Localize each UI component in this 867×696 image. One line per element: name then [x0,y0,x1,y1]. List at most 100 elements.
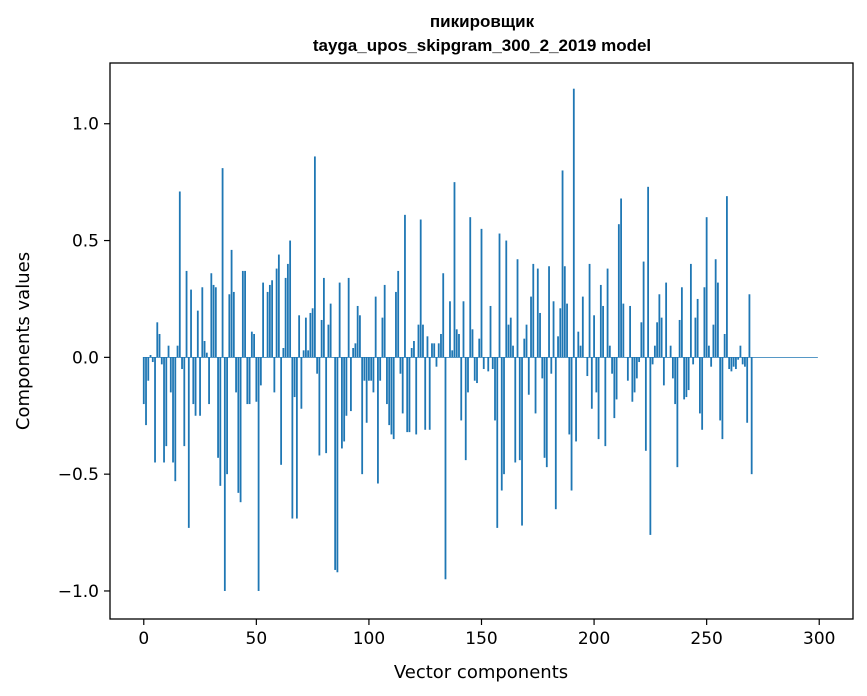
bar [248,357,251,405]
bar [408,357,411,433]
bar [320,319,323,358]
bar [440,333,442,358]
y-tick-label: −1.0 [58,582,99,602]
bar [500,357,503,491]
bar [527,357,530,395]
bar [539,312,541,358]
y-axis: −1.0 −0.5 0.0 0.5 1.0 [58,115,110,602]
bar [462,301,465,358]
bar [467,357,469,393]
bar [460,357,463,421]
x-tick-label: 0 [138,629,149,649]
bar [363,357,366,381]
bar [728,357,731,370]
bar [142,357,145,405]
bar [723,333,726,358]
bar [307,350,310,358]
bar [530,296,532,358]
bar [487,357,490,372]
bar [543,357,546,458]
bar [593,315,595,358]
bar [401,357,404,414]
bar [516,259,519,358]
bar [322,277,325,358]
bar [710,357,713,367]
bar [228,294,231,358]
bar [453,182,456,358]
bar [737,357,740,360]
bar [644,357,647,451]
bar [586,357,589,377]
bar [651,357,654,365]
bar [653,345,656,358]
bar [352,348,355,358]
bar [613,357,616,419]
bar [615,357,618,400]
bar [665,282,668,358]
bar [550,357,553,374]
bar [205,352,208,358]
bar [552,301,555,358]
bar [232,291,235,358]
bar [647,186,650,358]
bar [449,301,451,358]
x-tick-label: 300 [803,629,835,649]
bar [361,357,364,475]
bar [181,357,183,370]
bar [226,357,228,475]
bar [246,357,249,405]
bar [674,357,677,405]
bar [343,357,346,442]
y-tick-label: 0.5 [72,232,99,252]
bar [350,357,352,412]
bar [683,357,686,400]
chart-title: пикировщик [430,12,535,31]
bar [590,357,593,409]
bar [566,303,568,358]
bar [163,357,165,463]
bar [392,357,395,440]
bar [304,317,307,358]
bar [417,324,420,358]
bar [183,357,186,447]
bar [570,357,573,491]
bar [187,357,190,528]
bar [433,343,436,358]
bar [277,254,280,358]
bar [223,357,226,591]
bar [476,357,478,384]
bar [399,357,402,374]
bar [397,270,400,358]
bar [726,196,728,358]
bar [748,294,751,358]
bar [635,357,638,379]
bar [145,357,147,426]
bar [347,277,350,358]
bar [491,357,494,370]
bar [656,322,659,358]
bar [685,357,688,398]
x-axis-label: Vector components [394,662,568,683]
bar [356,305,359,358]
bar [172,357,174,463]
bar [219,357,222,486]
bar [699,357,701,414]
bar [174,357,177,482]
bar [282,348,285,358]
bar [521,357,523,526]
bar [629,305,631,358]
bar [732,357,735,367]
bar [631,357,634,402]
bar [739,345,742,358]
bar [149,355,152,358]
bar [151,357,154,363]
bar [388,357,391,426]
bar [325,357,328,454]
bar [208,357,210,405]
bar [705,217,708,358]
bar [293,357,296,398]
bar [406,357,409,433]
bar [372,357,375,393]
bar [514,357,517,463]
